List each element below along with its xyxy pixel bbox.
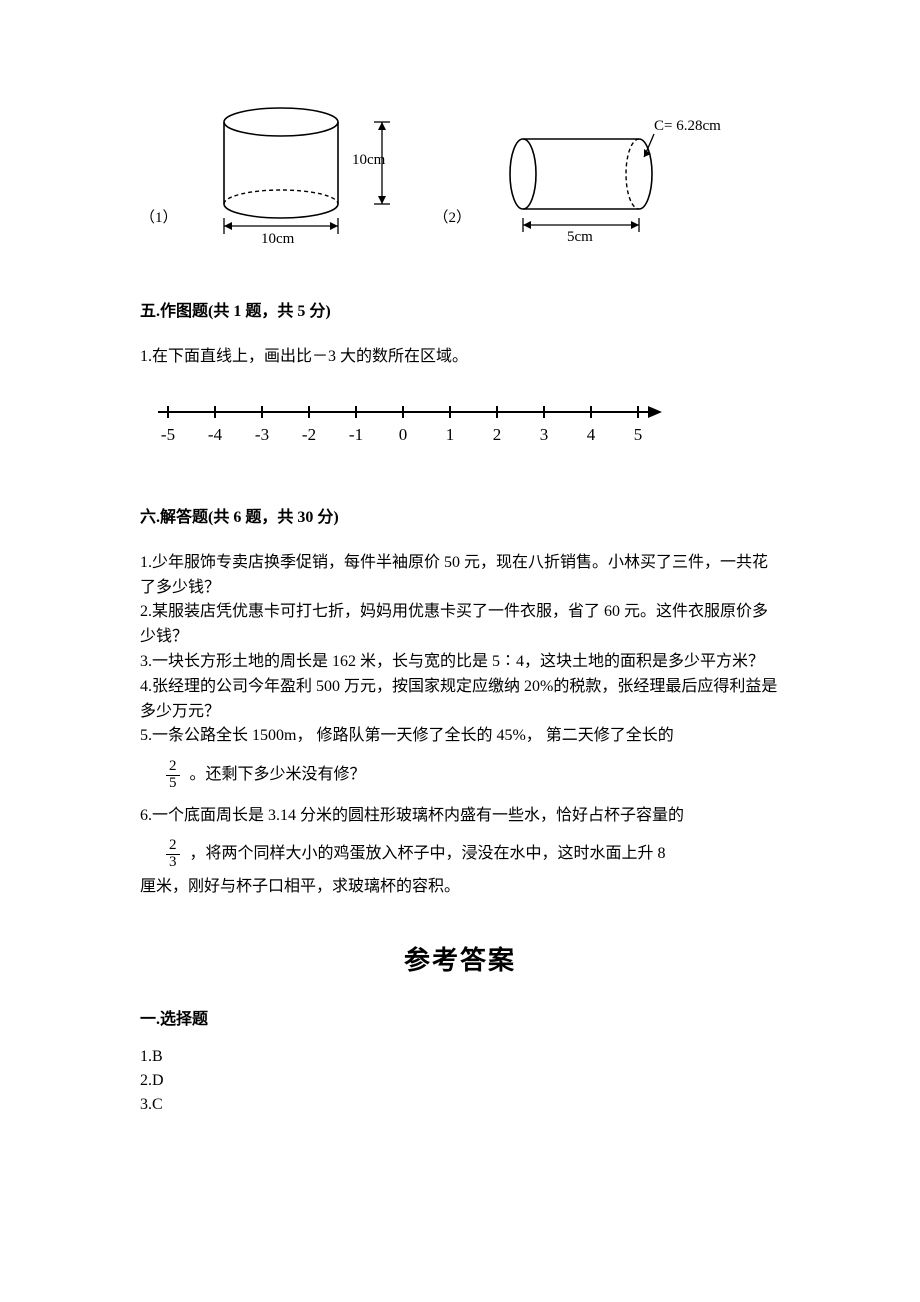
svg-text:4: 4 (587, 425, 596, 444)
svg-text:-2: -2 (302, 425, 316, 444)
section-6-q5a: 5.一条公路全长 1500m， 修路队第一天修了全长的 45%， 第二天修了全长… (140, 724, 780, 749)
fraction-denominator: 3 (166, 855, 180, 871)
svg-text:-5: -5 (161, 425, 175, 444)
cylinder-vertical-icon: 10cm 10cm (206, 100, 406, 245)
cylinder-horizontal-icon: C= 6.28cm 5cm (499, 110, 724, 245)
svg-text:3: 3 (540, 425, 549, 444)
section-6-q6a: 6.一个底面周长是 3.14 分米的圆柱形玻璃杯内盛有一些水，恰好占杯子容量的 (140, 804, 780, 829)
answers-section-1-heading: 一.选择题 (140, 1005, 780, 1029)
answers-title: 参考答案 (140, 940, 780, 977)
fraction-denominator: 5 (166, 776, 180, 792)
fraction-numerator: 2 (166, 838, 180, 855)
section-6-q3: 3.一块长方形土地的周长是 162 米，长与宽的比是 5∶4，这块土地的面积是多… (140, 650, 780, 675)
number-line-icon: -5 -4 -3 -2 -1 0 1 2 3 4 5 (150, 396, 670, 452)
section-6-q1: 1.少年服饰专卖店换季促销，每件半袖原价 50 元，现在八折销售。小林买了三件，… (140, 551, 780, 601)
svg-text:-3: -3 (255, 425, 269, 444)
figure-2-label: （2） (434, 206, 472, 227)
section-6-q5b: 。还剩下多少米没有修？ (190, 763, 366, 788)
fig1-height-label: 10cm (352, 152, 386, 168)
section-6-q5-frac-row: 2 5 。还剩下多少米没有修？ (140, 759, 780, 792)
section-6-q2: 2.某服装店凭优惠卡可打七折，妈妈用优惠卡买了一件衣服，省了 60 元。这件衣服… (140, 600, 780, 650)
section-6-q4: 4.张经理的公司今年盈利 500 万元，按国家规定应缴纳 20%的税款，张经理最… (140, 675, 780, 725)
figures-row: （1） 10cm 10cm （2） (140, 100, 780, 245)
fraction-2-3: 2 3 (166, 838, 180, 871)
section-5-q1: 1.在下面直线上，画出比－3 大的数所在区域。 (140, 345, 780, 370)
section-6-q6c: 厘米，刚好与杯子口相平，求玻璃杯的容积。 (140, 875, 780, 900)
svg-text:1: 1 (446, 425, 455, 444)
answer-3: 3.C (140, 1093, 780, 1117)
fig2-circumference-label: C= 6.28cm (654, 118, 721, 134)
fig1-diameter-label: 10cm (261, 231, 295, 245)
answer-1: 1.B (140, 1045, 780, 1069)
fraction-numerator: 2 (166, 759, 180, 776)
section-6-heading: 六.解答题(共 6 题，共 30 分) (140, 503, 780, 527)
svg-text:-4: -4 (208, 425, 223, 444)
section-5-heading: 五.作图题(共 1 题，共 5 分) (140, 297, 780, 321)
fig2-length-label: 5cm (567, 229, 593, 245)
section-6-q6-frac-row: 2 3 ，将两个同样大小的鸡蛋放入杯子中，浸没在水中，这时水面上升 8 (140, 838, 780, 871)
answer-2: 2.D (140, 1069, 780, 1093)
document-page: （1） 10cm 10cm （2） (0, 0, 920, 1302)
section-6-q6b: ，将两个同样大小的鸡蛋放入杯子中，浸没在水中，这时水面上升 8 (190, 842, 666, 867)
number-line-wrap: -5 -4 -3 -2 -1 0 1 2 3 4 5 (150, 396, 780, 457)
svg-text:-1: -1 (349, 425, 363, 444)
svg-text:0: 0 (399, 425, 408, 444)
figure-1-label: （1） (140, 206, 178, 227)
fraction-2-5: 2 5 (166, 759, 180, 792)
svg-text:5: 5 (634, 425, 643, 444)
svg-text:2: 2 (493, 425, 502, 444)
